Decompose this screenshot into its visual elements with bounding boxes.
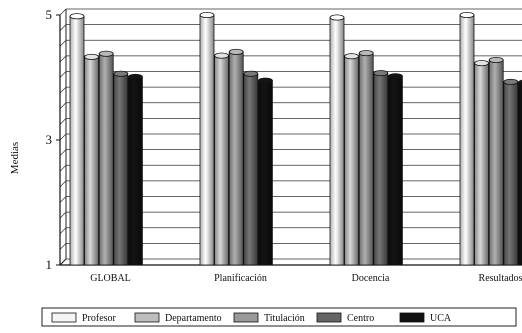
- legend: Profesor Departamento Titulación Centro UCA: [41, 307, 517, 327]
- legend-entry: Titulación: [264, 313, 305, 324]
- bar: [214, 52, 230, 266]
- bar: [518, 79, 522, 266]
- gridline-side: [59, 149, 67, 156]
- gridline-side: [59, 211, 67, 219]
- bar: [243, 70, 259, 266]
- bar: [373, 70, 389, 266]
- bar: [257, 77, 273, 266]
- gridline-side: [59, 71, 67, 78]
- bar: [503, 78, 519, 266]
- legend-swatch: [51, 312, 77, 323]
- bar: [329, 14, 345, 266]
- y-tick-label: 1: [46, 257, 53, 272]
- bar: [474, 60, 490, 266]
- legend-entry: Centro: [347, 313, 374, 324]
- gridline-side: [59, 133, 67, 141]
- gridline-side: [59, 24, 67, 31]
- bar: [459, 11, 475, 266]
- bar: [344, 53, 360, 266]
- gridline-side: [59, 55, 67, 63]
- back-wall-edge: [59, 9, 67, 266]
- legend-swatch: [399, 312, 425, 323]
- bar: [127, 73, 143, 266]
- legend-swatch: [316, 312, 342, 323]
- legend-entry: Profesor: [82, 313, 117, 324]
- legend-entry: Departamento: [165, 313, 222, 324]
- gridline-side: [59, 86, 67, 94]
- legend-swatch: [233, 312, 259, 323]
- bar: [113, 70, 129, 266]
- y-axis-title: Medias: [9, 142, 21, 174]
- bar: [199, 11, 215, 266]
- gridline-side: [59, 40, 67, 47]
- gridline-side: [59, 243, 67, 250]
- gridline-side: [59, 8, 67, 16]
- gridline-side: [59, 227, 67, 234]
- bars: [69, 11, 522, 266]
- legend-entry: UCA: [430, 313, 452, 324]
- gridline-side: [59, 180, 67, 188]
- x-tick-label: Docencia: [352, 273, 390, 284]
- y-tick-label: 3: [46, 132, 53, 147]
- bar: [69, 13, 85, 266]
- bar: [84, 53, 99, 266]
- legend-swatch: [134, 312, 160, 323]
- gridline-side: [59, 196, 67, 203]
- bar: [228, 48, 244, 266]
- legend-box: [41, 307, 517, 327]
- bar: [488, 57, 504, 266]
- gridline-side: [59, 102, 67, 109]
- y-tick-label: 5: [46, 7, 53, 22]
- gridline-side: [59, 165, 67, 172]
- bar: [98, 50, 114, 266]
- gridline-side: [59, 118, 67, 125]
- bar: [387, 73, 403, 266]
- bar: [358, 50, 374, 266]
- x-tick-label: GLOBAL: [90, 273, 131, 284]
- axis-labels: 1 3 5 GLOBAL Planificación Docencia Resultados: [46, 7, 522, 284]
- x-tick-label: Resultados: [479, 273, 522, 284]
- x-tick-label: Planificación: [214, 273, 267, 284]
